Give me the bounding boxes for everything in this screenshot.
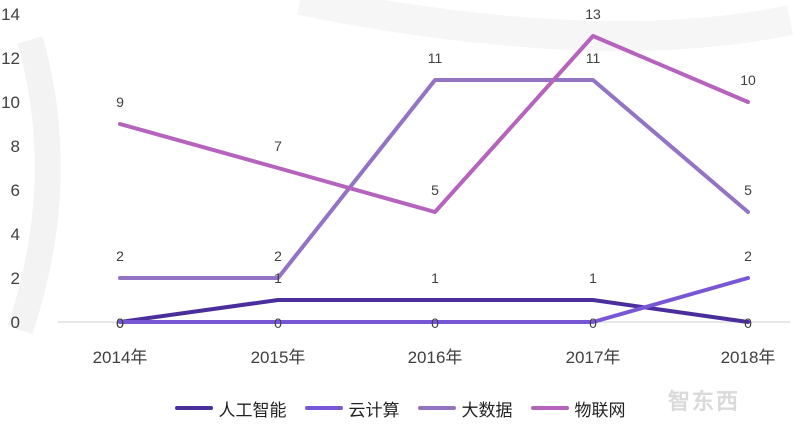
legend-swatch: [530, 406, 569, 410]
data-label: 11: [586, 50, 601, 66]
decor-arc: [297, 0, 794, 51]
chart-legend: 人工智能 云计算 大数据 物联网: [0, 394, 800, 422]
background-decoration: [7, 0, 794, 335]
y-tick-labels: 0 2 4 6 8 10 12 14: [1, 5, 20, 332]
data-label: 2: [116, 248, 124, 264]
watermark-logo: 智东西: [668, 390, 741, 415]
decor-arc: [7, 36, 61, 335]
y-tick-label: 4: [11, 225, 20, 244]
data-label: 1: [431, 270, 439, 286]
series-lines: [118, 34, 750, 324]
legend-item: 大数据: [417, 396, 513, 421]
series-line: [118, 34, 750, 214]
x-tick-labels: 2014年 2015年 2016年 2017年 2018年: [93, 348, 776, 367]
legend-label: 人工智能: [218, 400, 287, 421]
series-line: [118, 276, 750, 324]
data-label: 5: [744, 182, 752, 198]
data-label: 7: [274, 138, 282, 154]
x-tick-label: 2016年: [408, 348, 463, 367]
legend-item: 物联网: [530, 396, 626, 421]
data-label: 10: [740, 72, 756, 88]
legend-swatch: [417, 406, 456, 410]
data-label: 0: [589, 315, 597, 331]
data-label: 5: [431, 182, 439, 198]
data-label: 1: [589, 270, 597, 286]
data-label: 13: [585, 6, 601, 22]
x-tick-label: 2017年: [566, 348, 621, 367]
data-label: 0: [274, 315, 282, 331]
data-label: 11: [428, 50, 443, 66]
data-label: 9: [116, 94, 124, 110]
data-label: 0: [116, 315, 124, 331]
legend-item: 人工智能: [174, 396, 287, 421]
y-tick-label: 12: [1, 49, 20, 68]
y-tick-label: 0: [11, 313, 20, 332]
series-line: [118, 78, 750, 280]
data-label: 0: [431, 315, 439, 331]
legend-swatch: [304, 406, 343, 410]
legend-label: 云计算: [348, 400, 400, 421]
legend-item: 云计算: [304, 396, 400, 421]
data-label: 0: [744, 315, 752, 331]
y-tick-label: 2: [11, 269, 20, 288]
data-label: 2: [274, 248, 282, 264]
x-tick-label: 2015年: [251, 348, 306, 367]
y-tick-label: 6: [11, 181, 20, 200]
legend-label: 物联网: [574, 400, 626, 421]
data-label: 0: [116, 315, 124, 331]
y-tick-label: 14: [1, 5, 20, 24]
legend-swatch: [174, 406, 213, 410]
x-tick-label: 2014年: [93, 348, 148, 367]
y-tick-label: 10: [1, 93, 20, 112]
y-tick-label: 8: [11, 137, 20, 156]
data-label: 1: [274, 270, 282, 286]
x-tick-label: 2018年: [721, 348, 776, 367]
legend-label: 大数据: [461, 400, 513, 421]
data-label: 2: [744, 248, 752, 264]
